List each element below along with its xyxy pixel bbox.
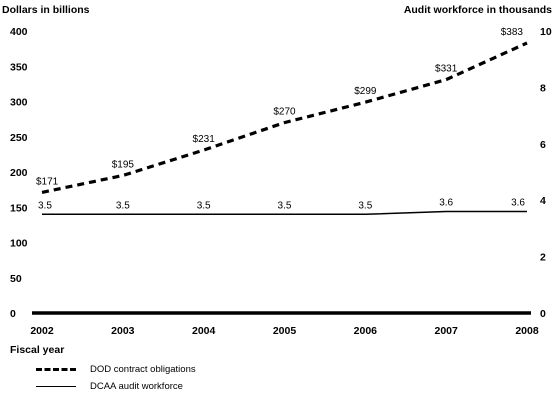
data-label-dod: $231 — [193, 134, 216, 145]
data-label-dod: $299 — [354, 86, 377, 97]
data-label-dod: $195 — [112, 160, 135, 171]
x-axis-title: Fiscal year — [10, 344, 65, 356]
y-left-tick-label: 50 — [10, 273, 22, 285]
data-label-dcaa: 3.5 — [116, 200, 130, 211]
data-label-dcaa: 3.5 — [197, 200, 211, 211]
right-axis-title: Audit workforce in thousands — [403, 4, 552, 16]
data-label-dcaa: 3.6 — [439, 197, 453, 208]
legend-swatch-dashed — [36, 368, 76, 371]
y-right-tick-label: 2 — [540, 252, 546, 264]
x-tick-label: 2004 — [192, 325, 216, 337]
plot-area: 0 50 100 150 200 250 300 350 400 0 2 4 6 8 10 2002 2003 2… — [10, 26, 552, 337]
x-tick-label: 2002 — [30, 325, 54, 337]
legend-item-dod-contract-obligations: DOD contract obligations — [36, 364, 196, 375]
legend-label-dod: DOD contract obligations — [90, 364, 196, 375]
data-label-dod: $331 — [435, 64, 458, 75]
y-right-tick-label: 0 — [540, 308, 546, 320]
left-axis-title: Dollars in billions — [2, 4, 90, 16]
x-tick-label: 2006 — [354, 325, 378, 337]
x-tick-label: 2008 — [515, 325, 539, 337]
x-tick-label: 2007 — [434, 325, 458, 337]
legend-swatch-solid — [36, 386, 76, 387]
y-right-tick-label: 8 — [540, 82, 546, 94]
y-left-tick-label: 200 — [10, 167, 28, 179]
y-left-tick-label: 300 — [10, 97, 28, 109]
y-right-tick-label: 4 — [540, 195, 546, 207]
y-right-tick-label: 6 — [540, 139, 546, 151]
series-line-dcaa-audit-workforce — [42, 210, 527, 216]
data-label-dcaa: 3.5 — [278, 200, 292, 211]
data-label-dcaa: 3.5 — [38, 200, 52, 211]
data-label-dcaa: 3.6 — [511, 197, 525, 208]
x-tick-label: 2005 — [273, 325, 297, 337]
data-label-dod: $383 — [501, 27, 524, 38]
data-label-dcaa: 3.5 — [358, 200, 372, 211]
legend-item-dcaa-audit-workforce: DCAA audit workforce — [36, 381, 183, 392]
y-left-tick-label: 400 — [10, 26, 28, 38]
y-right-tick-label: 10 — [540, 26, 552, 38]
data-label-dod: $270 — [273, 107, 296, 118]
y-left-tick-label: 100 — [10, 238, 28, 250]
legend-label-dcaa: DCAA audit workforce — [90, 381, 183, 392]
y-left-tick-label: 350 — [10, 61, 28, 73]
series-line-dod-contract-obligations — [41, 41, 528, 194]
data-label-dod: $171 — [36, 176, 59, 187]
y-left-tick-label: 0 — [10, 308, 16, 320]
y-left-tick-label: 150 — [10, 202, 28, 214]
x-tick-label: 2003 — [111, 325, 135, 337]
y-left-tick-label: 250 — [10, 132, 28, 144]
